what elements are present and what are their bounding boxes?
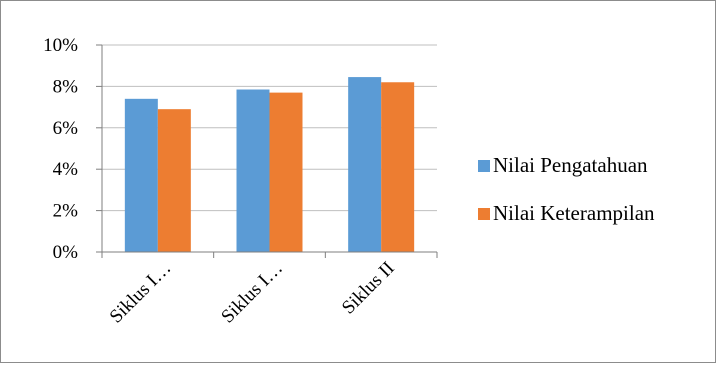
bars — [124, 77, 415, 253]
bar — [269, 92, 303, 252]
bar — [348, 77, 382, 253]
legend: Nilai Pengatahuan Nilai Keterampilan — [478, 153, 655, 225]
bar — [124, 98, 158, 252]
axes — [96, 44, 438, 258]
x-tick-label: Siklus I… — [106, 258, 176, 328]
x-tick-label: Siklus I… — [217, 258, 287, 328]
legend-swatch — [478, 160, 490, 172]
y-tick-label: 10% — [43, 35, 78, 56]
y-tick-label: 8% — [53, 76, 79, 97]
x-tick-labels: Siklus I… Siklus I… Siklus II — [106, 258, 399, 328]
legend-swatch — [478, 208, 490, 220]
y-tick-label: 4% — [53, 159, 79, 180]
y-tick-label: 6% — [53, 118, 79, 139]
y-tick-label: 0% — [53, 242, 79, 263]
y-tick-labels: 0% 2% 4% 6% 8% 10% — [43, 35, 78, 263]
bar — [381, 82, 415, 252]
x-tick-label: Siklus II — [338, 258, 399, 319]
bar — [157, 109, 191, 252]
y-tick-label: 2% — [53, 201, 79, 222]
legend-label: Nilai Pengatahuan — [493, 153, 648, 177]
legend-label: Nilai Keterampilan — [493, 201, 655, 225]
bar — [236, 89, 270, 252]
